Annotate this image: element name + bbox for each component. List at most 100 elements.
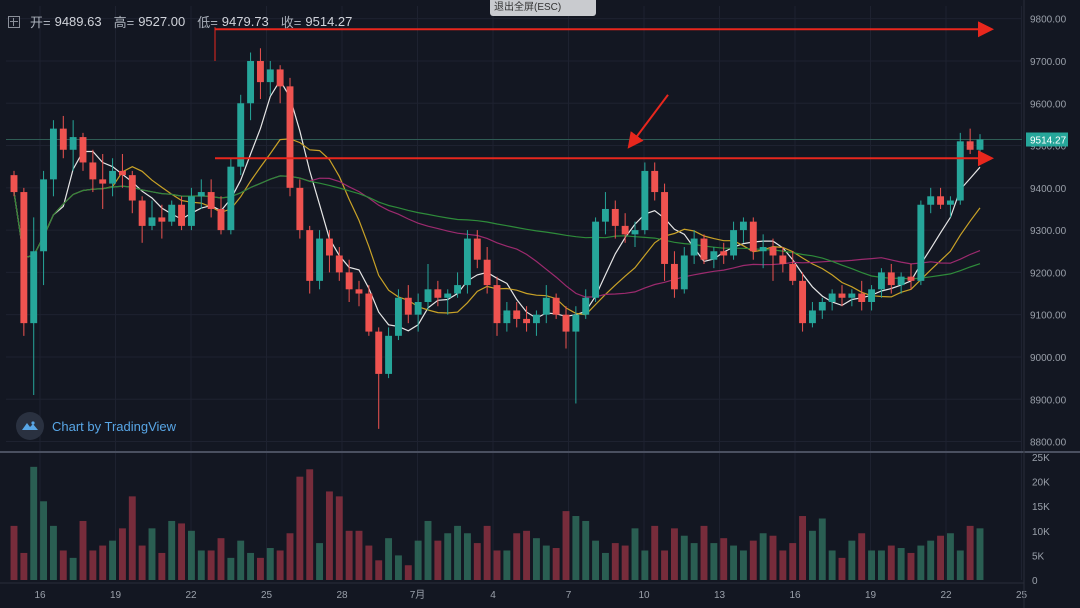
candle-body bbox=[818, 302, 826, 311]
volume-bar bbox=[325, 491, 333, 580]
candle-body bbox=[69, 137, 77, 150]
volume-bar bbox=[296, 476, 304, 580]
volume-bar bbox=[818, 518, 826, 580]
close-value: 9514.27 bbox=[305, 14, 353, 29]
candle-body bbox=[286, 86, 294, 188]
volume-bar bbox=[187, 530, 195, 580]
candle-body bbox=[513, 310, 521, 319]
volume-bar bbox=[158, 552, 166, 580]
candle-body bbox=[730, 230, 738, 256]
candle-body bbox=[306, 230, 314, 281]
volume-bar bbox=[700, 525, 708, 580]
price-tick-label: 8800.00 bbox=[1030, 438, 1067, 449]
volume-bar bbox=[79, 520, 87, 580]
volume-bar bbox=[523, 530, 531, 580]
time-tick-label: 7 bbox=[566, 590, 572, 601]
candle-body bbox=[808, 310, 816, 324]
candle-body bbox=[661, 192, 669, 264]
candle-body bbox=[404, 297, 412, 315]
candle-body bbox=[473, 238, 481, 260]
candle-body bbox=[887, 272, 895, 286]
volume-bar bbox=[168, 520, 176, 580]
candle-body bbox=[316, 238, 324, 281]
time-tick-label: 4 bbox=[490, 590, 496, 601]
time-tick-label: 19 bbox=[865, 590, 877, 601]
volume-series bbox=[10, 466, 984, 580]
candle-body bbox=[345, 272, 353, 290]
candle-body bbox=[976, 139, 984, 150]
candle-body bbox=[20, 192, 28, 324]
candle-body bbox=[483, 259, 491, 286]
candle-body bbox=[670, 263, 678, 290]
tradingview-badge[interactable]: Chart by TradingView bbox=[16, 412, 176, 440]
candle-body bbox=[946, 200, 954, 205]
volume-bar bbox=[552, 548, 560, 580]
price-tick-label: 9000.00 bbox=[1030, 353, 1067, 364]
volume-bar bbox=[10, 525, 18, 580]
volume-bar bbox=[217, 538, 225, 580]
candle-body bbox=[30, 251, 38, 324]
candle-body bbox=[828, 293, 836, 302]
candle-body bbox=[207, 192, 215, 209]
pointer-annotation-arrow bbox=[627, 94, 669, 149]
candle-body bbox=[335, 255, 343, 273]
candle-body bbox=[690, 238, 698, 256]
annotation-arrows[interactable] bbox=[214, 21, 994, 167]
volume-bar bbox=[601, 552, 609, 580]
candle-body bbox=[89, 162, 97, 180]
volume-bar bbox=[138, 545, 146, 580]
volume-bar bbox=[178, 523, 186, 580]
candle-body bbox=[582, 297, 590, 315]
candle-body bbox=[680, 255, 688, 290]
candle-body bbox=[355, 289, 363, 294]
candle-body bbox=[769, 247, 777, 256]
volume-bar bbox=[897, 548, 905, 580]
volume-bar bbox=[503, 550, 511, 580]
volume-bar bbox=[424, 520, 432, 580]
volume-tick-label: 15K bbox=[1032, 502, 1050, 513]
candle-body bbox=[79, 137, 87, 163]
volume-bar bbox=[808, 530, 816, 580]
candle-body bbox=[99, 179, 107, 184]
candle-body bbox=[532, 314, 540, 324]
last-price-tag bbox=[1026, 132, 1068, 147]
price-tick-label: 9500.00 bbox=[1030, 142, 1067, 153]
volume-bar bbox=[611, 543, 619, 580]
volume-bar bbox=[532, 538, 540, 580]
candle-body bbox=[710, 251, 718, 260]
volume-bar bbox=[966, 525, 974, 580]
price-tick-label: 9700.00 bbox=[1030, 57, 1067, 68]
candle-body bbox=[10, 175, 18, 193]
volume-bar bbox=[720, 538, 728, 580]
volume-bar bbox=[345, 530, 353, 580]
volume-bar bbox=[661, 550, 669, 580]
candle-body bbox=[158, 217, 166, 222]
volume-bar bbox=[335, 496, 343, 580]
expand-icon[interactable] bbox=[8, 15, 20, 28]
volume-bar bbox=[572, 516, 580, 580]
volume-bar bbox=[513, 533, 521, 580]
volume-bar bbox=[69, 557, 77, 580]
exit-fullscreen-button[interactable]: 退出全屏(ESC) bbox=[490, 0, 596, 16]
volume-bar bbox=[355, 530, 363, 580]
volume-bar bbox=[956, 550, 964, 580]
volume-bar bbox=[118, 528, 126, 580]
volume-bar bbox=[394, 555, 402, 580]
volume-bar bbox=[256, 557, 264, 580]
volume-tick-label: 10K bbox=[1032, 527, 1050, 538]
candle-body bbox=[187, 196, 195, 226]
candle-body bbox=[385, 335, 393, 374]
candle-body bbox=[276, 69, 284, 87]
candle-body bbox=[848, 293, 856, 298]
high-label: 高= bbox=[113, 15, 135, 30]
candle-body bbox=[621, 225, 629, 235]
candle-body bbox=[59, 128, 67, 150]
volume-bar bbox=[651, 525, 659, 580]
candle-body bbox=[799, 280, 807, 324]
volume-bar bbox=[917, 545, 925, 580]
open-value: 9489.63 bbox=[54, 14, 102, 29]
volume-bar bbox=[247, 552, 255, 580]
price-tick-label: 9600.00 bbox=[1030, 99, 1067, 110]
volume-bar bbox=[49, 525, 57, 580]
